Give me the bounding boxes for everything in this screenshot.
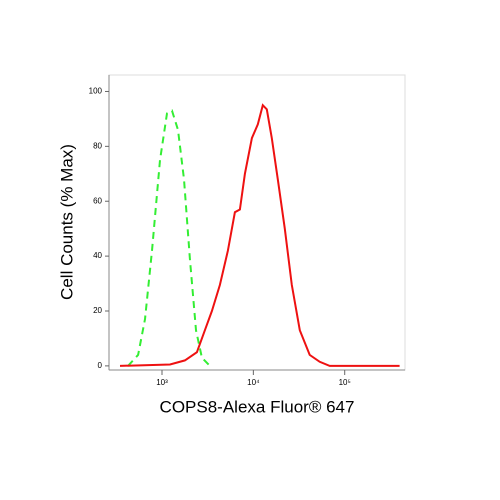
x-tick-label: 10³ — [156, 378, 168, 387]
series-line — [127, 109, 211, 367]
x-tick-label: 10⁵ — [339, 378, 351, 387]
y-tick-label: 60 — [93, 196, 102, 205]
y-tick-label: 100 — [89, 87, 103, 96]
y-tick-label: 0 — [98, 361, 103, 370]
x-axis-label: COPS8-Alexa Fluor® 647 — [160, 397, 355, 416]
x-tick-label: 10⁴ — [247, 378, 260, 387]
plot-frame — [108, 74, 406, 371]
y-tick-label: 40 — [93, 251, 102, 260]
y-tick-label: 20 — [93, 306, 102, 315]
y-tick-label: 80 — [93, 141, 102, 150]
y-axis-label: Cell Counts (% Max) — [57, 144, 76, 300]
series-line — [119, 103, 400, 367]
